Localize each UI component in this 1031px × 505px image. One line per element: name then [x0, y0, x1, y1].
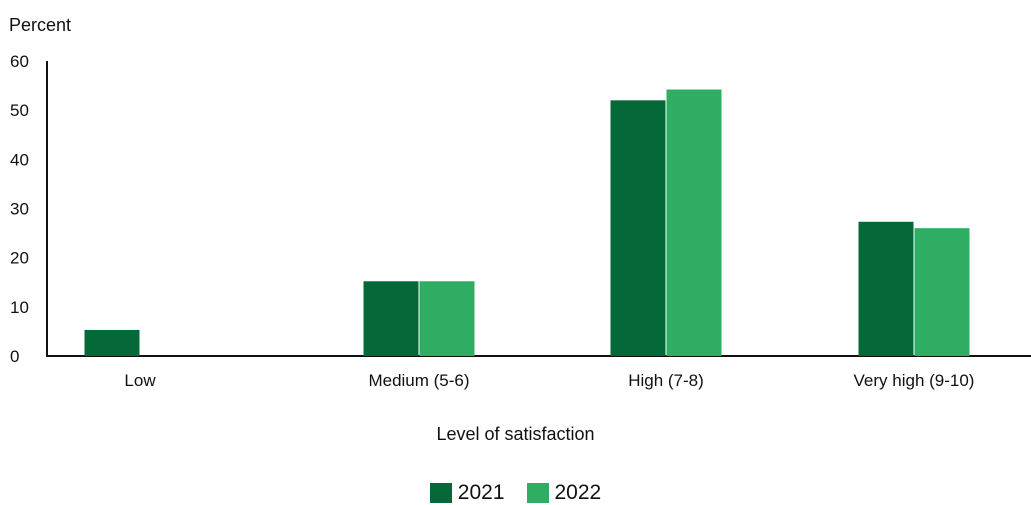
x-tick-label: Medium (5-6): [368, 371, 469, 390]
legend-item-2022: 2022: [526, 481, 602, 505]
y-tick-label: 30: [10, 200, 29, 219]
x-tick-label: High (7-8): [628, 371, 704, 390]
y-axis-title: Percent: [9, 15, 72, 35]
y-tick-label: 0: [10, 347, 19, 366]
bar-2021-0: [84, 329, 140, 356]
bar-2022-1: [419, 281, 475, 356]
legend-label-2021: 2021: [457, 481, 505, 504]
legend-swatch-2022: [526, 483, 549, 503]
x-axis-title: Level of satisfaction: [436, 424, 595, 444]
bar-2022-2: [666, 89, 722, 357]
bar-2021-3: [858, 221, 914, 356]
x-tick-label: Low: [124, 371, 156, 390]
y-tick-label: 40: [10, 150, 29, 169]
bar-2021-2: [610, 100, 666, 356]
bar-2022-3: [914, 228, 970, 356]
legend-item-2021: 2021: [429, 481, 505, 505]
y-tick-label: 60: [10, 52, 29, 71]
legend: 2021 2022: [0, 481, 1031, 505]
y-tick-label: 50: [10, 101, 29, 120]
x-tick-label: Very high (9-10): [854, 371, 975, 390]
legend-label-2022: 2022: [554, 481, 602, 504]
legend-swatch-2021: [429, 483, 452, 503]
y-tick-label: 20: [10, 249, 29, 268]
y-tick-label: 10: [10, 298, 29, 317]
bar-2021-1: [363, 281, 419, 356]
